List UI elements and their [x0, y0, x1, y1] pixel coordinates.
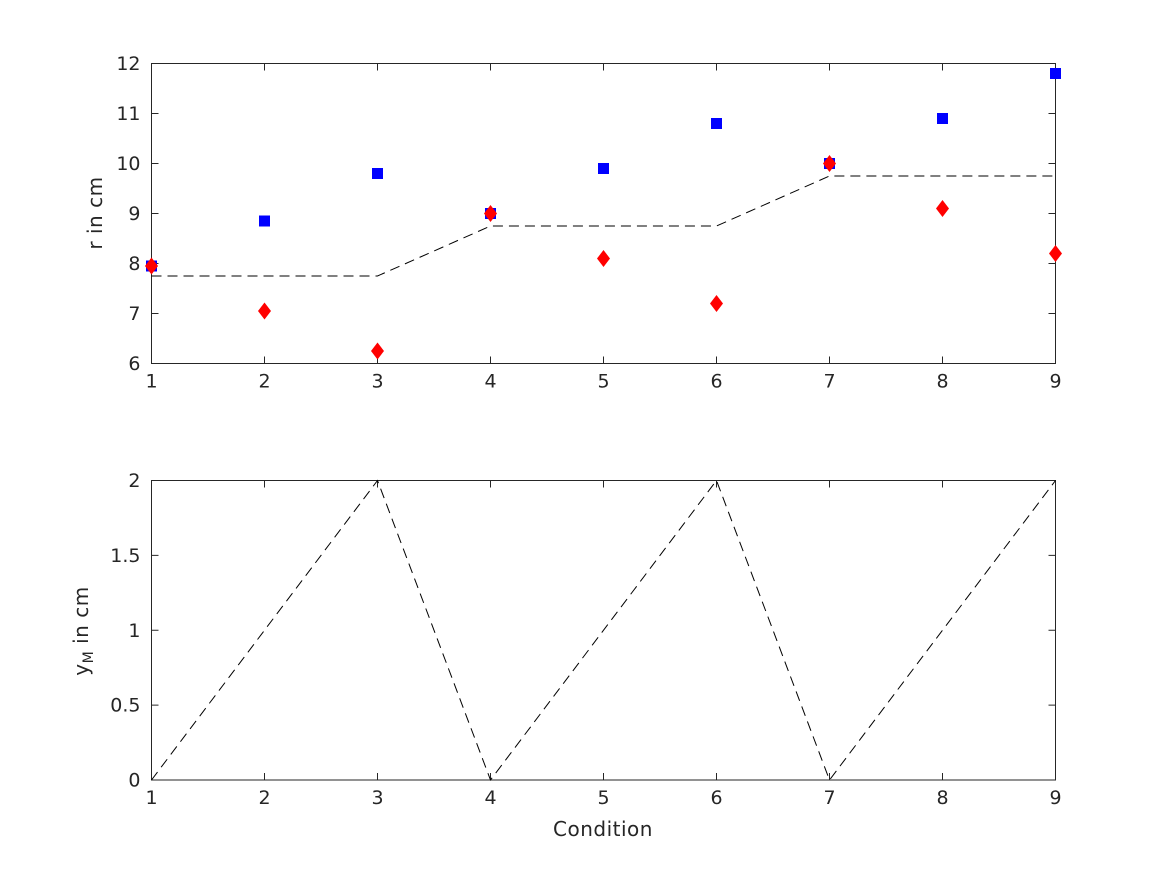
- data-point-diamond: [823, 155, 836, 172]
- data-point-square: [259, 215, 270, 227]
- data-point-diamond: [1049, 245, 1062, 262]
- x-tick-label: 9: [1049, 371, 1061, 393]
- zigzag-dashed-line: [151, 479, 1056, 782]
- x-tick-label: 1: [145, 371, 157, 393]
- x-tick-label: 3: [371, 371, 383, 393]
- bottom-y-axis-label-rest: in cm: [69, 586, 93, 651]
- data-point-square: [711, 118, 722, 129]
- x-tick-label: 6: [710, 787, 722, 809]
- x-tick-label: 2: [258, 371, 270, 393]
- y-tick-label: 12: [116, 53, 140, 75]
- x-tick-label: 8: [936, 787, 948, 809]
- x-tick-label: 7: [823, 371, 835, 393]
- data-point-square: [598, 163, 609, 174]
- y-tick-label: 1.5: [110, 545, 140, 567]
- x-tick-label: 6: [710, 371, 722, 393]
- data-point-diamond: [371, 342, 384, 360]
- x-tick-label: 9: [1049, 787, 1061, 809]
- y-tick-label: 2: [128, 470, 140, 492]
- x-tick-label: 7: [823, 787, 835, 809]
- axes-box: [151, 63, 1056, 364]
- y-tick-label: 7: [128, 303, 140, 325]
- x-axis-label: Condition: [553, 817, 653, 841]
- y-tick-label: 10: [116, 153, 140, 175]
- y-tick-label: 11: [116, 103, 140, 125]
- data-point-diamond: [597, 250, 610, 267]
- x-tick-label: 1: [145, 787, 157, 809]
- data-point-diamond: [936, 200, 949, 217]
- top-y-axis-label: r in cm: [83, 176, 107, 249]
- y-tick-label: 6: [128, 353, 140, 375]
- x-tick-label: 4: [484, 787, 496, 809]
- top-y-axis-label-text: r in cm: [83, 176, 107, 250]
- bottom-subplot: 1 2 3 4 5 6 7 8 9 0 0.5 1 1.5 2: [110, 470, 1061, 809]
- x-tick-label: 5: [597, 787, 609, 809]
- data-point-diamond: [710, 295, 723, 312]
- data-point-diamond: [484, 205, 497, 222]
- data-point-diamond: [258, 302, 271, 320]
- y-tick-label: 8: [128, 253, 140, 275]
- x-tick-label: 5: [597, 371, 609, 393]
- data-point-square: [1050, 68, 1061, 79]
- y-tick-label: 1: [128, 620, 140, 642]
- y-tick-label: 0.5: [110, 695, 140, 717]
- data-point-square: [372, 168, 383, 179]
- x-tick-label: 8: [936, 371, 948, 393]
- data-point-square: [937, 113, 948, 124]
- x-tick-label: 4: [484, 371, 496, 393]
- bottom-y-axis-label-subscript: M: [81, 650, 97, 664]
- y-tick-label: 0: [128, 770, 140, 792]
- y-tick-label: 9: [128, 203, 140, 225]
- reference-dashed-step-line: [151, 175, 1056, 277]
- bottom-y-axis-label-base: y: [69, 663, 93, 676]
- x-tick-label: 3: [371, 787, 383, 809]
- x-tick-label: 2: [258, 787, 270, 809]
- data-point-diamond: [145, 257, 158, 275]
- bottom-y-axis-label: yM in cm: [69, 586, 97, 675]
